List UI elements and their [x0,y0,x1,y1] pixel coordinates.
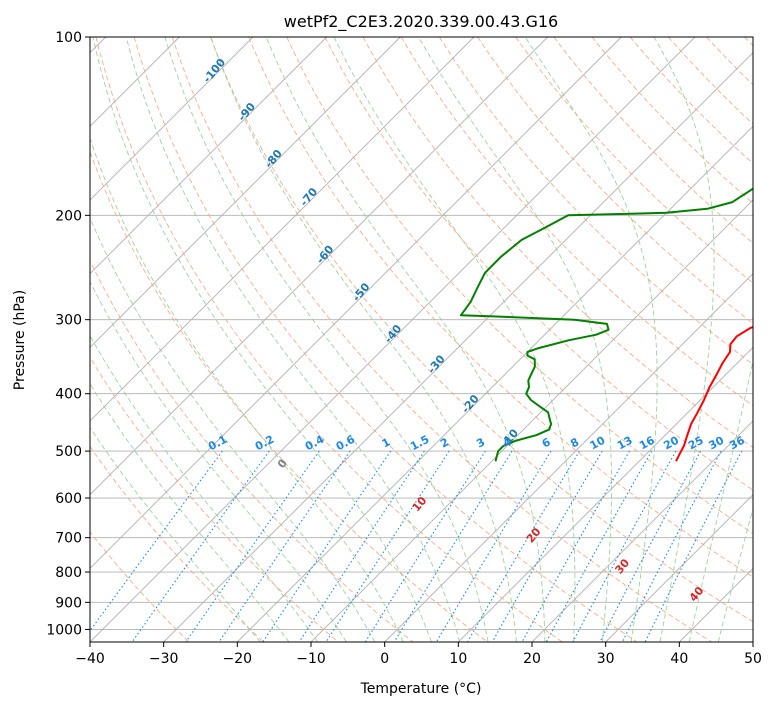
x-tick-label: −10 [296,651,326,667]
isotherm-line [90,37,475,422]
mixing-ratio-label: 10 [588,434,608,453]
dry-adiabat-line [248,37,753,578]
mixing-ratio-label: 30 [707,434,727,453]
isotherm-line [90,37,548,496]
profile-series [459,187,753,462]
x-axis-title: Temperature (°C) [360,681,482,697]
isotherm-line [163,52,753,642]
y-tick-label: 700 [55,531,82,547]
dry-adiabat-line [286,37,753,534]
x-tick-label: 50 [744,651,762,667]
moist-adiabat-line [164,37,489,642]
dry-adiabat-line [90,445,264,642]
moist-adiabat-line [717,506,753,642]
x-tick-label: 10 [449,651,467,667]
mixing-ratio-label: 36 [727,434,747,453]
mixing-ratio-label: 13 [615,434,635,453]
moist-adiabat-line [90,136,404,642]
mixing-ratio-line [545,450,653,642]
y-tick-label: 300 [55,313,82,329]
mixing-ratio-line [364,450,486,642]
isotherm-line [90,37,254,201]
moist-adiabat-line [90,280,347,642]
dry-adiabat-line [90,356,339,642]
isotherm-line [384,273,753,642]
mixing-ratio-line [435,450,552,642]
moist-adiabat-line [418,37,613,642]
isotherm-line [605,494,753,642]
background-lines [90,37,753,642]
mixing-ratio-line [393,450,513,642]
y-tick-label: 100 [55,30,82,46]
moist-adiabat-line [90,426,261,642]
moist-adiabat-line [90,334,319,642]
dry-adiabat-line [553,37,753,244]
y-tick-label: 800 [55,565,82,581]
moist-adiabat-line [90,383,290,642]
y-tick-label: 500 [55,444,82,460]
x-tick-label: −20 [223,651,253,667]
x-tick-label: 40 [670,651,688,667]
mixing-ratio-label: 16 [637,434,657,453]
moist-adiabat-line [333,37,576,642]
plot-frame [89,36,754,643]
dry-adiabat-line [210,37,753,623]
mixing-ratio-line [218,450,351,642]
dry-adiabat-line [324,37,753,491]
isotherm-line [458,346,753,642]
dry-adiabat-line [362,37,753,449]
moist-adiabat-line [125,37,461,642]
dry-adiabat-line [90,259,414,642]
isotherm-line [90,37,622,569]
dewpoint-line [459,187,753,462]
axes: −40 −30 −20 −10 0 10 20 30 40 50 100 200 300 400 500 60… [46,30,762,667]
isotherm-line [90,37,327,275]
x-tick-label: −30 [149,651,179,667]
dry-adiabat-line [629,37,753,165]
y-tick-label: 600 [55,491,82,507]
x-tick-label: 0 [380,651,389,667]
temperature-line [675,325,753,462]
mixing-ratio-line [131,450,270,642]
mixing-ratio-line [467,450,580,642]
dry-adiabat-line [133,37,638,642]
moist-adiabat-line [210,37,517,642]
mixing-ratio-line [572,450,677,642]
mixing-ratio-line [521,450,630,642]
moist-adiabat-line [265,37,546,642]
dry-adiabat-line [439,37,753,365]
mixing-ratio-line [599,450,701,642]
moist-adiabat-line [92,37,432,642]
mixing-ratio-line [185,450,320,642]
mixing-ratio-label: 20 [661,434,681,453]
dry-adiabat-line [515,37,753,284]
mixing-ratio-line [621,450,722,642]
isotherm-line [531,420,753,642]
isotherm-line [90,37,401,348]
isotherm-line [90,37,696,642]
y-axis-title: Pressure (hPa) [12,290,28,390]
y-tick-label: 1000 [46,622,82,638]
chart-title: wetPf2_C2E3.2020.339.00.43.G16 [284,12,558,32]
y-tick-label: 900 [55,595,82,611]
mixing-ratio-label: 25 [686,434,706,453]
mixing-ratio-line [491,450,603,642]
isotherm-line [237,125,753,642]
y-tick-label: 200 [55,208,82,224]
dry-adiabat-line [400,37,753,407]
y-tick-label: 400 [55,387,82,403]
x-tick-label: −40 [75,651,105,667]
moist-adiabat-line [688,358,753,642]
moist-adiabat-line [90,216,376,642]
x-tick-label: 30 [597,651,615,667]
moist-adiabat-line [653,37,715,642]
x-tick-label: 20 [523,651,541,667]
dry-adiabat-line [171,37,712,642]
dry-adiabat-line [95,37,563,642]
moist-adiabat-line [524,37,658,642]
